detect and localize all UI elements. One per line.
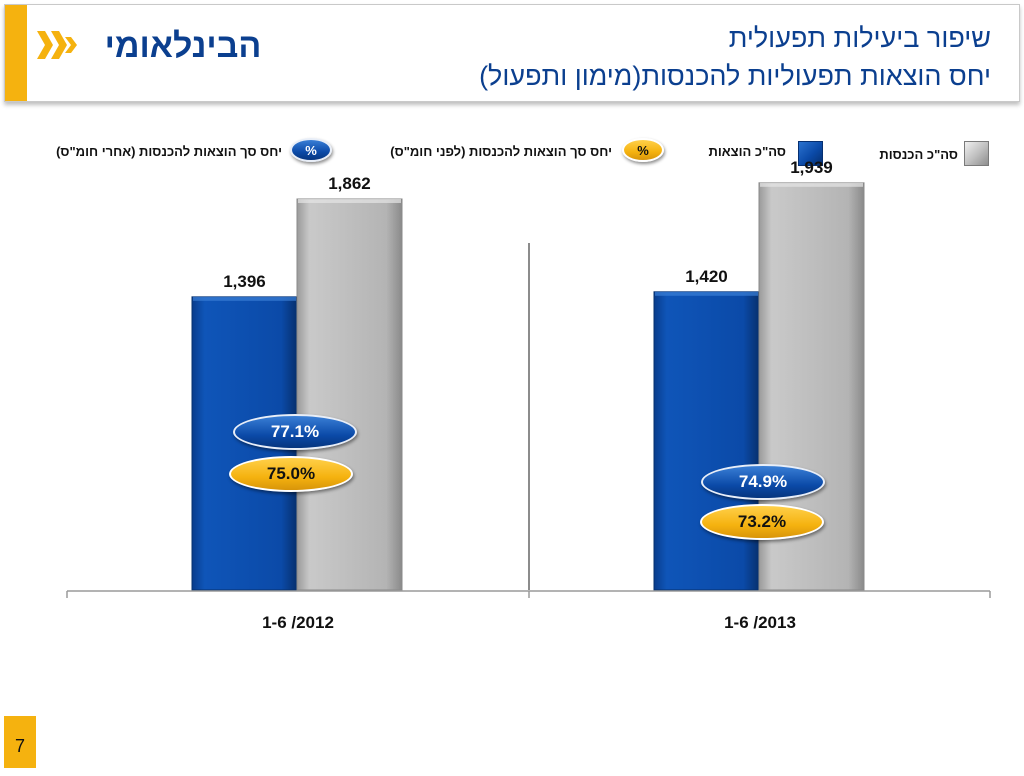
bank-logo: הבינלאומי (35, 23, 285, 67)
bar-income-highlight (760, 182, 863, 187)
bar-expenses-highlight (655, 291, 758, 296)
ratio-after-pill: 77.1% (233, 414, 357, 450)
legend-label-ratio-after: יחס סך הוצאות להכנסות (אחרי חומ"ס) (56, 144, 282, 159)
bar-value-label: 1,939 (790, 158, 833, 177)
slide-subtitle: יחס הוצאות תפעוליות להכנסות(מימון ותפעול… (479, 61, 991, 91)
bar-income-highlight (298, 198, 401, 203)
legend-label-income: סה"כ הכנסות (879, 147, 958, 162)
legend-pill-ratio-after: % (290, 138, 332, 162)
bar-income (296, 198, 403, 591)
legend-pill-ratio-before: % (622, 138, 664, 162)
header-bar: הבינלאומי שיפור ביעילות תפעולית יחס הוצא… (4, 4, 1020, 102)
bar-value-label: 1,420 (685, 267, 728, 286)
ratio-before-pill: 73.2% (700, 504, 824, 540)
legend-swatch-income (964, 141, 989, 166)
legend-label-ratio-before: יחס סך הוצאות להכנסות (לפני חומ"ס) (390, 144, 612, 159)
legend-label-expenses: סה"כ הוצאות (708, 144, 786, 159)
ratio-before-pill: 75.0% (229, 456, 353, 492)
bar-value-label: 1,396 (223, 272, 266, 291)
logo-text: הבינלאומי (105, 27, 262, 65)
page-number: 7 (4, 716, 36, 768)
bar-value-label: 1,862 (328, 174, 371, 193)
bank-logo-graphic: הבינלאומי (37, 27, 262, 65)
ratio-after-pill: 74.9% (701, 464, 825, 500)
header-accent-stripe (5, 5, 27, 101)
slide-title: שיפור ביעילות תפעולית (728, 23, 991, 53)
category-label: 1-6 /2013 (724, 613, 796, 632)
bar-expenses-highlight (193, 296, 296, 301)
legend-swatch-expenses (798, 141, 823, 166)
bar-expenses (653, 291, 760, 591)
category-label: 1-6 /2012 (262, 613, 334, 632)
